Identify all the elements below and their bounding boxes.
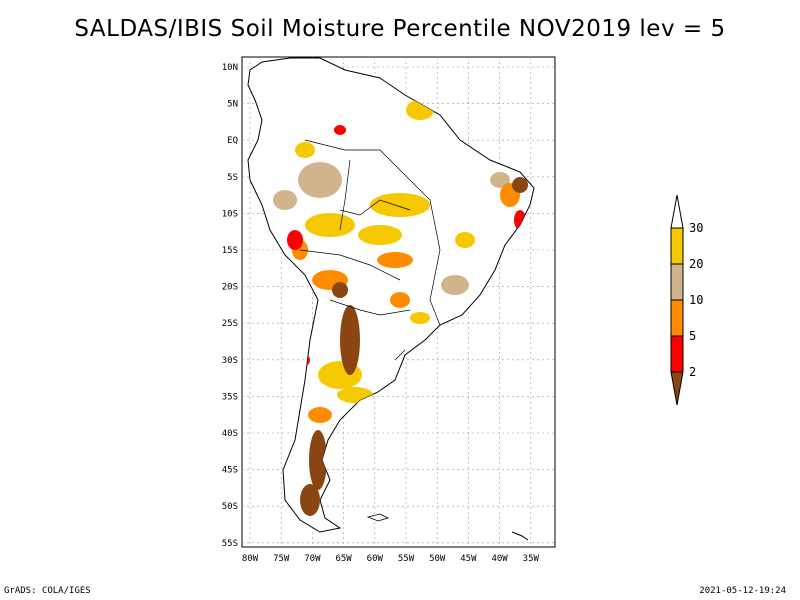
lon-label: 60W <box>367 554 384 564</box>
lon-label: 35W <box>523 554 540 564</box>
lat-label: 25S <box>222 319 238 329</box>
legend-band-10-20 <box>670 263 684 301</box>
lat-label: 20S <box>222 283 238 293</box>
lon-label: 40W <box>491 554 508 564</box>
lon-label: 75W <box>273 554 290 564</box>
soil-moisture-field <box>273 100 528 516</box>
south-georgia <box>511 531 529 541</box>
footer-timestamp: 2021-05-12-19:24 <box>699 586 786 596</box>
legend-label: 10 <box>689 293 703 307</box>
continent <box>247 57 535 541</box>
legend-label: 20 <box>689 257 703 271</box>
land-mass <box>247 57 535 533</box>
latitude-labels: 10N 5N EQ 5S 10S 15S 20S 25S 30S 35S 40S 45S 50S 55S <box>222 63 238 549</box>
lon-label: 55W <box>398 554 415 564</box>
lat-label: 40S <box>222 429 238 439</box>
footer-credit: GrADS: COLA/IGES <box>4 586 91 596</box>
lat-label: EQ <box>227 136 238 146</box>
lat-label: 30S <box>222 356 238 366</box>
lat-label: 5S <box>227 173 238 183</box>
plot-frame <box>241 56 556 548</box>
lat-label: 55S <box>222 539 238 549</box>
lon-label: 80W <box>242 554 259 564</box>
legend-top-arrow <box>670 194 684 229</box>
lat-label: 15S <box>222 246 238 256</box>
lat-label: 5N <box>227 100 238 110</box>
longitude-labels: 80W 75W 70W 65W 60W 55W 50W 45W 40W 35W <box>242 554 540 564</box>
lat-label: 50S <box>222 502 238 512</box>
lat-label: 10S <box>222 209 238 219</box>
legend-band-20-30 <box>670 227 684 265</box>
legend-bottom-arrow <box>670 371 684 406</box>
legend-band-2-5 <box>670 335 684 373</box>
lat-label: 35S <box>222 392 238 402</box>
lat-label: 45S <box>222 466 238 476</box>
lat-label: 10N <box>222 63 238 73</box>
legend-label: 5 <box>689 329 696 343</box>
lon-label: 70W <box>304 554 321 564</box>
falkland-islands <box>366 513 390 522</box>
map-title: SALDAS/IBIS Soil Moisture Percentile NOV… <box>74 16 726 42</box>
lon-label: 45W <box>460 554 477 564</box>
legend-label: 30 <box>689 221 703 235</box>
lon-label: 65W <box>335 554 352 564</box>
lon-label: 50W <box>429 554 446 564</box>
legend-label: 2 <box>689 365 696 379</box>
legend-band-5-10 <box>670 299 684 337</box>
legend-colorbar: 30 20 10 5 2 <box>670 194 703 406</box>
